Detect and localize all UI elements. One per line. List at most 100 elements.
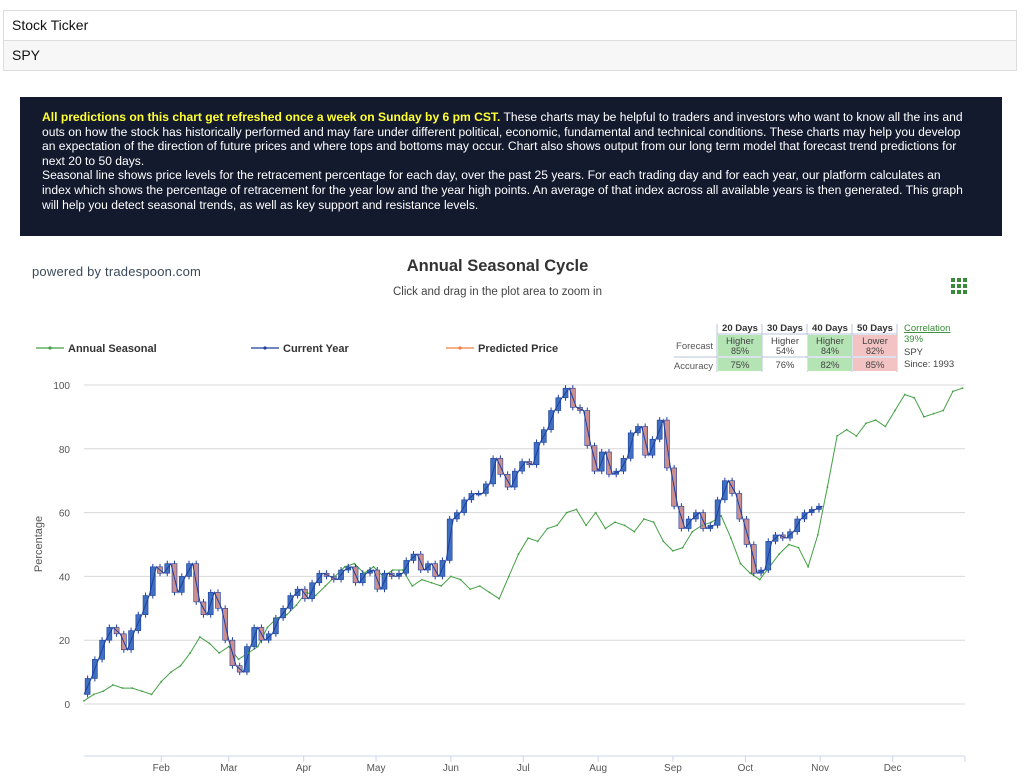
seasonal-point <box>623 524 626 527</box>
forecast-table: 20 Days 30 Days 40 Days 50 Days Forecast… <box>674 323 954 372</box>
seasonal-point <box>662 540 665 543</box>
seasonal-series-line[interactable] <box>83 387 963 702</box>
seasonal-point <box>836 435 838 437</box>
seasonal-point <box>237 658 240 661</box>
seasonal-point <box>797 546 800 549</box>
seasonal-point <box>826 486 829 488</box>
info-banner: All predictions on this chart get refres… <box>20 97 1002 236</box>
seasonal-point <box>334 575 336 578</box>
chart-menu-icon[interactable] <box>949 276 969 296</box>
seasonal-point <box>778 553 781 555</box>
seasonal-point <box>565 511 568 514</box>
seasonal-point <box>353 562 356 565</box>
chart-container[interactable]: powered by tradespoon.com Annual Seasona… <box>0 236 1024 784</box>
seasonal-point <box>758 578 761 581</box>
x-tick-label: Sep <box>664 763 682 774</box>
current-year-candles[interactable] <box>84 385 822 698</box>
seasonal-point <box>363 572 365 575</box>
seasonal-point <box>749 572 752 575</box>
current-year-series-line[interactable] <box>83 387 823 695</box>
x-tick-label: Jun <box>443 763 459 774</box>
seasonal-point <box>807 565 810 568</box>
seasonal-point <box>305 591 307 594</box>
forecast-percent: 84% <box>821 346 839 356</box>
legend: Annual Seasonal Current Year Predicted P… <box>36 343 558 355</box>
forecast-direction: Lower <box>862 336 888 347</box>
chart-svg[interactable]: 0 20 40 60 80 100 Feb Mar Apr May Jun Jul Aug Sep Oct… <box>0 236 1024 784</box>
x-tick-label: Nov <box>811 763 829 774</box>
ticker-label: Stock Ticker <box>12 17 89 33</box>
chart-title: Annual Seasonal Cycle <box>406 257 589 275</box>
accuracy-percent: 76% <box>775 360 795 371</box>
seasonal-point <box>150 693 153 696</box>
accuracy-percent: 75% <box>730 360 750 371</box>
y-tick-label: 60 <box>59 509 71 520</box>
seasonal-point <box>401 569 404 571</box>
correlation-since: Since: 1993 <box>904 359 954 370</box>
correlation-symbol: SPY <box>904 347 924 358</box>
seasonal-point <box>874 419 877 421</box>
seasonal-point <box>449 575 452 578</box>
forecast-percent: 54% <box>776 346 794 356</box>
seasonal-point <box>845 428 848 431</box>
legend-item-current[interactable]: Current Year <box>251 343 350 355</box>
x-tick-label: Jul <box>517 763 530 774</box>
seasonal-point <box>421 578 423 581</box>
seasonal-point <box>92 693 95 696</box>
ticker-value[interactable]: SPY <box>4 40 1016 70</box>
seasonal-point <box>131 687 134 689</box>
seasonal-point <box>787 543 790 546</box>
legend-predicted-label: Predicted Price <box>478 343 558 355</box>
seasonal-point <box>865 422 867 425</box>
accuracy-cell <box>718 358 762 371</box>
seasonal-point <box>266 626 269 629</box>
seasonal-point <box>488 591 491 594</box>
seasonal-point <box>691 530 694 533</box>
banner-paragraph-1: All predictions on this chart get refres… <box>42 110 972 168</box>
seasonal-point <box>701 524 703 527</box>
y-tick-label: 20 <box>59 636 71 647</box>
seasonal-point <box>952 390 954 393</box>
seasonal-point <box>285 613 288 616</box>
y-axis-label: Percentage <box>33 516 45 572</box>
seasonal-point <box>932 412 935 415</box>
accuracy-row-label: Accuracy <box>674 361 713 372</box>
forecast-row-label: Forecast <box>676 341 713 352</box>
seasonal-point <box>169 671 172 673</box>
seasonal-point <box>614 521 616 524</box>
forecast-cell <box>718 335 762 356</box>
legend-item-seasonal[interactable]: Annual Seasonal <box>36 343 157 355</box>
y-tick-label: 100 <box>53 381 70 392</box>
seasonal-point <box>720 514 723 517</box>
seasonal-point <box>894 409 896 412</box>
x-tick-label: Apr <box>296 763 312 774</box>
seasonal-point <box>411 585 414 587</box>
accuracy-cell <box>808 358 852 371</box>
seasonal-point <box>855 435 858 437</box>
seasonal-point <box>141 690 143 693</box>
banner-paragraph-2: Seasonal line shows price levels for the… <box>42 168 963 212</box>
seasonal-point <box>633 530 636 533</box>
correlation-value: 39% <box>904 334 924 345</box>
banner-highlight: All predictions on this chart get refres… <box>42 110 501 124</box>
seasonal-point <box>536 540 539 543</box>
seasonal-point <box>256 645 259 648</box>
seasonal-point <box>83 699 85 702</box>
seasonal-point <box>507 575 510 578</box>
seasonal-point <box>112 683 114 686</box>
ticker-table: Stock Ticker SPY <box>3 10 1017 71</box>
legend-item-predicted[interactable]: Predicted Price <box>446 343 558 355</box>
seasonal-point <box>575 508 578 511</box>
forecast-direction: Higher <box>771 336 799 347</box>
forecast-col-20: 20 Days <box>722 323 758 334</box>
accuracy-cell <box>853 358 897 371</box>
seasonal-point <box>227 645 230 648</box>
y-tick-label: 40 <box>59 572 71 583</box>
forecast-cell <box>808 335 852 356</box>
seasonal-point <box>314 594 317 597</box>
forecast-direction: Higher <box>726 336 754 347</box>
seasonal-point <box>343 565 346 568</box>
x-tick-label: Aug <box>589 763 607 774</box>
correlation-link[interactable]: Correlation <box>904 323 950 334</box>
forecast-col-40: 40 Days <box>812 323 848 334</box>
